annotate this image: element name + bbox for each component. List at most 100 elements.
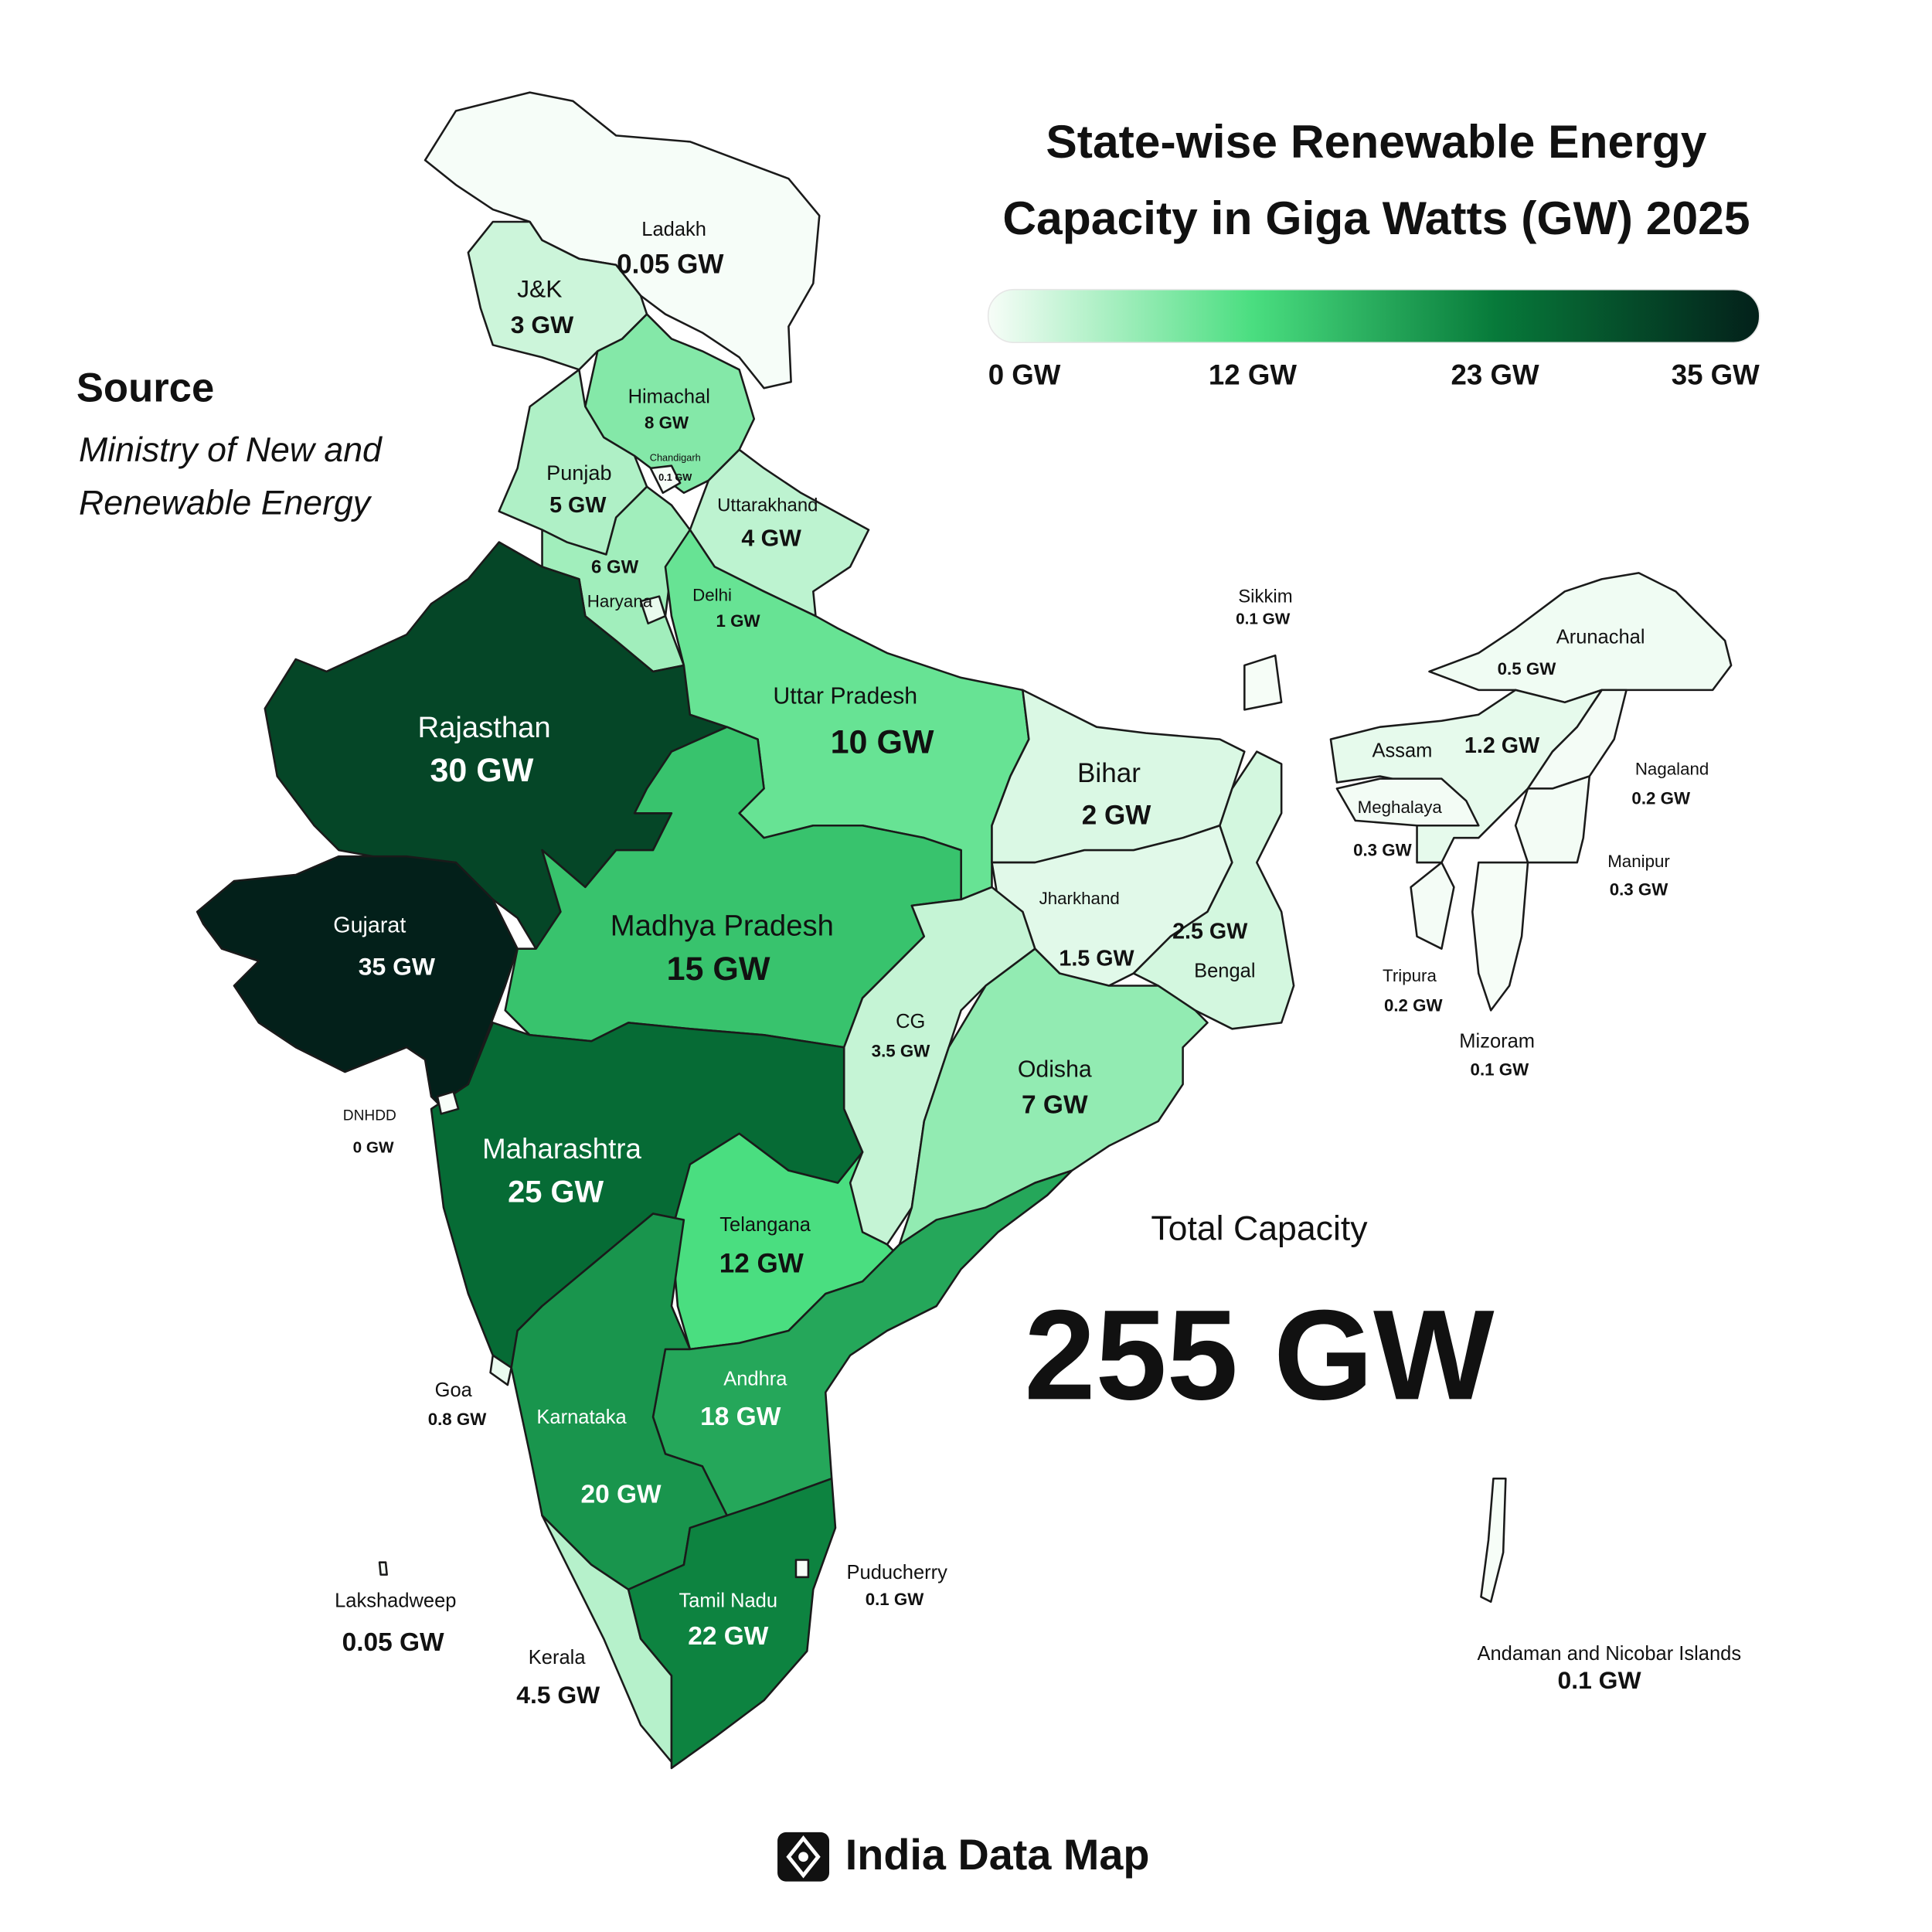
region-name: Tamil Nadu [679, 1590, 778, 1611]
region-name: Andhra [723, 1368, 787, 1389]
region-value: 1 GW [716, 611, 761, 631]
region-value: 25 GW [508, 1175, 604, 1209]
region-name: Punjab [546, 461, 611, 485]
regions [196, 91, 1733, 1770]
region-value: 6 GW [591, 556, 639, 577]
region-value: 0.05 GW [342, 1628, 444, 1657]
title-line: State-wise Renewable Energy [1046, 115, 1706, 168]
region [794, 1559, 810, 1579]
region-value: 7 GW [1022, 1091, 1088, 1120]
source-text: Ministry of New and [79, 431, 383, 469]
region-value: 4.5 GW [516, 1681, 600, 1709]
total-value: 255 GW [1024, 1284, 1495, 1427]
source-heading: Source [77, 365, 214, 410]
region-value: 0.8 GW [428, 1410, 488, 1429]
source-text: Renewable Energy [79, 484, 372, 522]
brand-name: India Data Map [845, 1830, 1150, 1879]
region-name: Maharashtra [482, 1133, 641, 1165]
brand-icon-mark [786, 1835, 821, 1879]
region-value: 12 GW [719, 1249, 804, 1279]
region-value: 0.3 GW [1353, 841, 1413, 860]
region [639, 595, 667, 625]
region-name: Goa [435, 1379, 473, 1401]
region-value: 8 GW [645, 413, 689, 432]
legend-tick-label: 35 GW [1672, 359, 1760, 391]
region-name: Karnataka [536, 1406, 627, 1428]
region-value: 0.1 GW [1471, 1060, 1530, 1079]
region [1480, 1477, 1507, 1603]
region-value: 3.5 GW [872, 1041, 931, 1060]
color-scale-bar [987, 288, 1760, 344]
region [489, 1354, 512, 1386]
region-value: 35 GW [359, 953, 436, 981]
region [1132, 750, 1295, 1030]
region-name: Haryana [587, 592, 653, 611]
region-name: Assam [1372, 740, 1432, 761]
region-value: 0.05 GW [617, 250, 724, 280]
region [1471, 861, 1529, 1012]
region-name: Gujarat [333, 913, 406, 938]
region-value: 0.1 GW [658, 471, 692, 483]
region [1410, 861, 1455, 950]
region-name: Tripura [1383, 966, 1437, 985]
region-value: 18 GW [700, 1403, 781, 1431]
region [1335, 777, 1480, 827]
region-name: Uttarakhand [717, 495, 818, 516]
region-value: 1.2 GW [1464, 733, 1540, 758]
region-name: Himachal [628, 386, 710, 408]
region-name: Rajasthan [417, 711, 550, 744]
region-name: Mizoram [1459, 1031, 1535, 1053]
region-name: Sikkim [1238, 587, 1292, 607]
region-name: Manipur [1607, 852, 1670, 871]
region-name: Meghalaya [1358, 798, 1443, 817]
region-value: 15 GW [667, 951, 770, 988]
region [196, 855, 519, 1111]
region [627, 1477, 837, 1770]
region [898, 947, 1209, 1246]
region-name: Nagaland [1635, 759, 1709, 778]
region-value: 0.3 GW [1610, 880, 1669, 900]
region-name: Uttar Pradesh [773, 683, 917, 709]
region-value: 3 GW [511, 311, 574, 338]
region [436, 1090, 460, 1115]
region-name: Lakshadweep [335, 1590, 456, 1611]
region-name: Delhi [692, 586, 732, 605]
title-line: Capacity in Giga Watts (GW) 2025 [1002, 192, 1750, 244]
region-value: 22 GW [688, 1622, 769, 1651]
region-value: 0.1 GW [866, 1590, 925, 1609]
region-name: J&K [517, 275, 562, 303]
region-name: Bihar [1077, 758, 1141, 788]
region-value: 4 GW [741, 526, 801, 551]
region-value: 10 GW [831, 723, 934, 760]
region-name: CG [896, 1011, 925, 1032]
region [378, 1561, 388, 1576]
region [1243, 654, 1283, 711]
region-value: 0.5 GW [1498, 659, 1557, 679]
region-name: Kerala [529, 1647, 587, 1668]
region-name: Ladakh [641, 219, 706, 240]
region-value: 2.5 GW [1172, 920, 1248, 944]
legend-tick-label: 23 GW [1451, 359, 1539, 391]
region-name: Arunachal [1556, 627, 1645, 648]
region-value: 30 GW [430, 752, 533, 789]
total-label: Total Capacity [1151, 1210, 1368, 1248]
region-value: 0.1 GW [1557, 1666, 1641, 1694]
region-value: 1.5 GW [1059, 947, 1134, 971]
labels: Ladakh 0.05 GW J&K 3 GW Himachal 8 GW Chandiga… [333, 219, 1741, 1709]
region-value: 5 GW [549, 493, 607, 518]
region-name: Jharkhand [1039, 889, 1120, 908]
region [1514, 775, 1591, 864]
region [649, 464, 682, 495]
brand-icon-dot [798, 1852, 808, 1862]
region-name: DNHDD [343, 1108, 396, 1124]
region-value: 0.2 GW [1384, 996, 1444, 1015]
region-value: 0.2 GW [1631, 789, 1691, 808]
legend-tick-label: 12 GW [1209, 359, 1297, 391]
region-value: 20 GW [580, 1480, 662, 1509]
legend: 0 GW 12 GW 23 GW 35 GW [988, 359, 1760, 391]
region-value: 0.1 GW [1236, 610, 1291, 628]
region-value: 0 GW [353, 1138, 394, 1156]
region-name: Madhya Pradesh [611, 910, 834, 943]
